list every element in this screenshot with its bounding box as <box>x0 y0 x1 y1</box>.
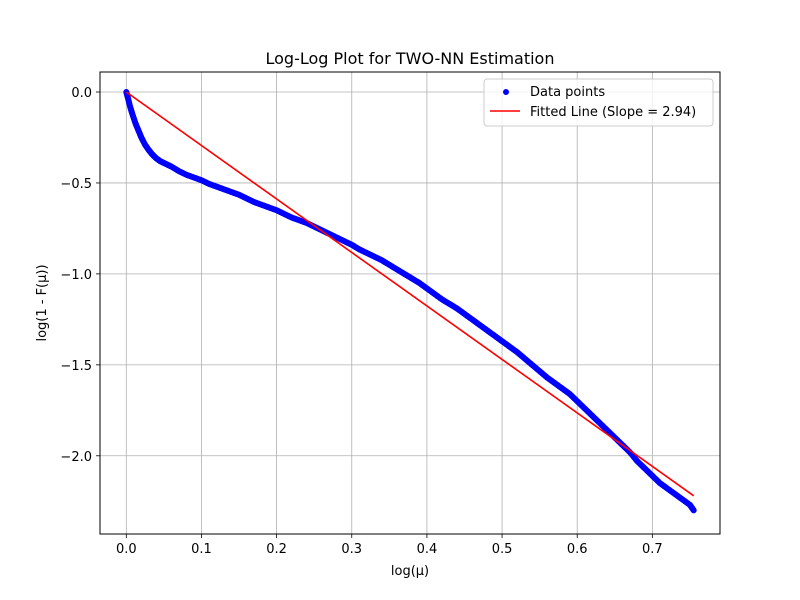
y-tick-label: 0.0 <box>71 86 92 101</box>
legend-marker-data-points <box>503 89 509 95</box>
fitted-line <box>125 91 695 497</box>
legend: Data points Fitted Line (Slope = 2.94) <box>483 78 714 127</box>
chart-title: Log-Log Plot for TWO-NN Estimation <box>266 49 555 68</box>
legend-box <box>483 78 714 127</box>
legend-label-fitted-line: Fitted Line (Slope = 2.94) <box>530 105 696 120</box>
series-layer <box>123 89 697 514</box>
x-tick-label: 0.5 <box>492 542 513 557</box>
y-axis-label: log(1 - F(μ)) <box>35 264 50 341</box>
y-tick-label: −0.5 <box>60 177 92 192</box>
x-tick-label: 0.3 <box>341 542 362 557</box>
data-point <box>690 507 697 514</box>
y-tick-label: −2.0 <box>60 450 92 465</box>
x-tick-label: 0.4 <box>417 542 438 557</box>
ticks: 0.0 0.1 0.2 0.3 0.4 0.5 0.6 0.7 0.0 −0.5 −1.0 −1.5 −… <box>60 86 662 557</box>
x-tick-label: 0.7 <box>642 542 663 557</box>
y-tick-label: −1.5 <box>60 359 92 374</box>
plot-frame <box>99 71 721 535</box>
x-tick-label: 0.2 <box>266 542 287 557</box>
x-tick-label: 0.1 <box>191 542 212 557</box>
x-tick-label: 0.6 <box>567 542 588 557</box>
x-tick-label: 0.0 <box>116 542 137 557</box>
y-tick-label: −1.0 <box>60 268 92 283</box>
x-axis-label: log(μ) <box>391 564 429 579</box>
legend-label-data-points: Data points <box>530 85 605 100</box>
